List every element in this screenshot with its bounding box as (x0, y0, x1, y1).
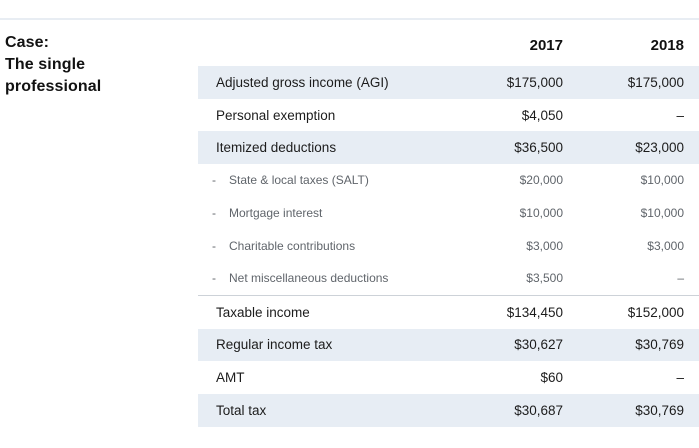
row-label: Personal exemption (216, 107, 336, 123)
value-2018: $152,000 (563, 294, 699, 329)
case-title-line: Case: (5, 34, 50, 51)
tax-comparison-table: 2017 2018 Adjusted gross income (AGI) $1… (198, 28, 699, 427)
value-2018: $30,769 (563, 328, 699, 362)
row-label: Regular income tax (198, 328, 443, 362)
header-spacer (198, 28, 443, 66)
value-2017: $36,500 (443, 131, 563, 165)
value-2017: $3,000 (526, 238, 563, 253)
dash-bullet: - (212, 206, 216, 221)
value-2017: $4,050 (521, 107, 563, 123)
row-label: Taxable income (198, 294, 443, 329)
value-2018: – (676, 370, 684, 386)
row-label: Total tax (198, 393, 443, 427)
subrow-label-text: State & local taxes (SALT) (229, 173, 369, 188)
value-2018: $30,769 (563, 393, 699, 427)
case-title-line: professional (5, 78, 102, 95)
row-label: - Charitable contributions (198, 229, 443, 262)
value-2017: $134,450 (443, 294, 563, 329)
table-subrow-salt: - State & local taxes (SALT) $20,000 $10,… (198, 164, 699, 197)
value-2017: $30,687 (443, 393, 563, 427)
subrow-label-text: Charitable contributions (229, 238, 356, 253)
value-2017: $30,627 (443, 328, 563, 362)
row-label: AMT (216, 370, 245, 386)
value-2017: $3,500 (526, 271, 563, 286)
value-2018: $23,000 (563, 131, 699, 165)
case-title: Case: The single professional (5, 32, 101, 98)
row-label: - Mortgage interest (198, 197, 443, 230)
table-row-taxable-income: Taxable income $134,450 $152,000 (198, 294, 699, 329)
row-label: - State & local taxes (SALT) (198, 164, 443, 197)
value-2017: $10,000 (519, 206, 563, 221)
value-2017: $20,000 (519, 173, 563, 188)
table-subrow-mortgage-interest: - Mortgage interest $10,000 $10,000 (198, 197, 699, 230)
dash-bullet: - (212, 271, 216, 286)
row-label: Itemized deductions (198, 131, 443, 165)
table-row-amt: AMT $60 – (198, 361, 699, 394)
subrow-label-text: Net miscellaneous deductions (229, 271, 389, 286)
table-row-itemized-deductions: Itemized deductions $36,500 $23,000 (198, 131, 699, 165)
value-2017: $60 (540, 370, 563, 386)
dash-bullet: - (212, 173, 216, 188)
table-row-agi: Adjusted gross income (AGI) $175,000 $17… (198, 66, 699, 99)
table-header-row: 2017 2018 (198, 28, 699, 66)
column-header-2017: 2017 (529, 36, 563, 54)
table-row-personal-exemption: Personal exemption $4,050 – (198, 99, 699, 132)
value-2018: – (677, 271, 684, 286)
column-header-2018: 2018 (650, 36, 684, 54)
table-subrow-charitable-contributions: - Charitable contributions $3,000 $3,000 (198, 229, 699, 262)
value-2018: – (676, 107, 684, 123)
value-2018: $175,000 (563, 66, 699, 99)
top-divider (0, 18, 699, 20)
case-title-line: The single (5, 56, 86, 73)
value-2018: $10,000 (640, 173, 684, 188)
table-row-regular-income-tax: Regular income tax $30,627 $30,769 (198, 328, 699, 362)
table-row-total-tax: Total tax $30,687 $30,769 (198, 393, 699, 427)
value-2018: $3,000 (647, 238, 684, 253)
table-subrow-net-misc-deductions: - Net miscellaneous deductions $3,500 – (198, 262, 699, 295)
value-2017: $175,000 (443, 66, 563, 99)
row-label: - Net miscellaneous deductions (198, 262, 443, 295)
dash-bullet: - (212, 238, 216, 253)
row-label: Adjusted gross income (AGI) (198, 66, 443, 99)
subrow-label-text: Mortgage interest (229, 206, 323, 221)
value-2018: $10,000 (640, 206, 684, 221)
